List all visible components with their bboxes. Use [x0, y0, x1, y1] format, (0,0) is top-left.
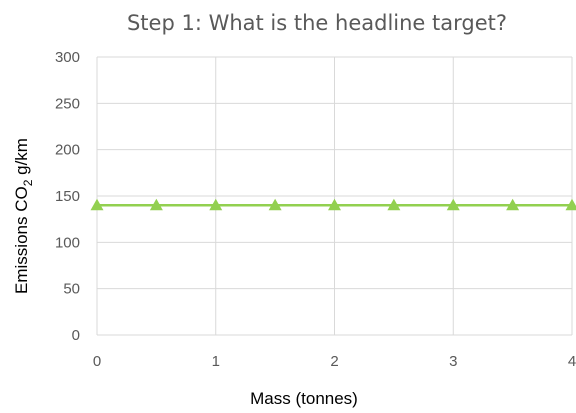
y-axis-title-unit: g/km — [12, 138, 31, 180]
y-axis-title: Emissions CO2 g/km — [12, 138, 35, 294]
x-tick-label: 3 — [449, 353, 457, 370]
data-point-marker — [90, 198, 104, 211]
data-point-marker — [565, 198, 576, 211]
data-point-marker — [268, 198, 282, 211]
data-point-marker — [387, 198, 401, 211]
y-axis-title-subscript: 2 — [21, 179, 35, 186]
grid-lines — [96, 56, 573, 336]
y-tick-label: 300 — [55, 49, 80, 66]
y-tick-label: 200 — [55, 142, 80, 159]
data-point-marker — [328, 198, 341, 211]
series-line — [90, 198, 576, 211]
x-axis-title: Mass (tonnes) — [250, 389, 358, 408]
y-tick-label: 0 — [72, 327, 80, 344]
x-tick-label: 1 — [212, 353, 220, 370]
y-tick-label: 150 — [55, 188, 80, 205]
x-tick-label: 2 — [330, 353, 338, 370]
y-axis-title-main: Emissions CO — [12, 186, 31, 294]
data-point-marker — [149, 198, 163, 211]
data-point-marker — [506, 198, 520, 211]
x-tick-label: 4 — [568, 353, 576, 370]
data-point-marker — [446, 198, 460, 211]
x-axis-tick-labels: 0 1 2 3 4 — [93, 353, 576, 370]
y-tick-label: 50 — [63, 281, 80, 298]
y-tick-label: 100 — [55, 234, 80, 251]
x-tick-label: 0 — [93, 353, 101, 370]
y-tick-label: 250 — [55, 95, 80, 112]
y-axis-tick-labels: 0 50 100 150 200 250 300 — [55, 49, 80, 344]
data-point-marker — [209, 198, 223, 211]
chart-title: Step 1: What is the headline target? — [127, 11, 507, 35]
